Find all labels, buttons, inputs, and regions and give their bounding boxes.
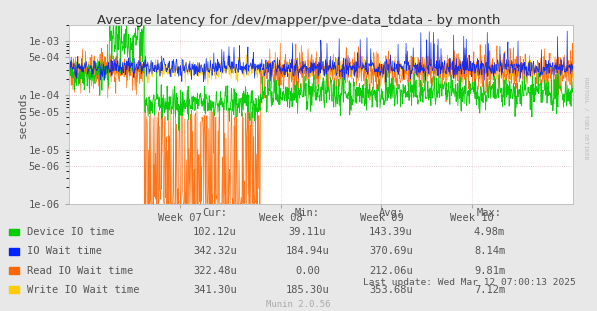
- Text: 353.68u: 353.68u: [369, 285, 413, 295]
- Text: Min:: Min:: [295, 208, 320, 218]
- Text: 184.94u: 184.94u: [285, 246, 330, 256]
- Text: 102.12u: 102.12u: [193, 227, 237, 237]
- Text: 9.81m: 9.81m: [474, 266, 505, 276]
- Text: 212.06u: 212.06u: [369, 266, 413, 276]
- Text: RRDTOOL / TOBI OETIKER: RRDTOOL / TOBI OETIKER: [584, 77, 589, 160]
- Text: 341.30u: 341.30u: [193, 285, 237, 295]
- Text: Max:: Max:: [477, 208, 502, 218]
- Text: 39.11u: 39.11u: [289, 227, 326, 237]
- Text: Munin 2.0.56: Munin 2.0.56: [266, 299, 331, 309]
- Text: 143.39u: 143.39u: [369, 227, 413, 237]
- Text: 4.98m: 4.98m: [474, 227, 505, 237]
- Text: 0.00: 0.00: [295, 266, 320, 276]
- Text: Cur:: Cur:: [202, 208, 227, 218]
- Text: 185.30u: 185.30u: [285, 285, 330, 295]
- Text: Avg:: Avg:: [378, 208, 404, 218]
- Text: 342.32u: 342.32u: [193, 246, 237, 256]
- Text: 370.69u: 370.69u: [369, 246, 413, 256]
- Text: IO Wait time: IO Wait time: [27, 246, 102, 256]
- Text: seconds: seconds: [19, 91, 28, 138]
- Text: Average latency for /dev/mapper/pve-data_tdata - by month: Average latency for /dev/mapper/pve-data…: [97, 14, 500, 27]
- Text: Last update: Wed Mar 12 07:00:13 2025: Last update: Wed Mar 12 07:00:13 2025: [364, 278, 576, 287]
- Text: 7.12m: 7.12m: [474, 285, 505, 295]
- Text: Device IO time: Device IO time: [27, 227, 115, 237]
- Text: 322.48u: 322.48u: [193, 266, 237, 276]
- Text: Read IO Wait time: Read IO Wait time: [27, 266, 133, 276]
- Text: 8.14m: 8.14m: [474, 246, 505, 256]
- Text: Write IO Wait time: Write IO Wait time: [27, 285, 139, 295]
